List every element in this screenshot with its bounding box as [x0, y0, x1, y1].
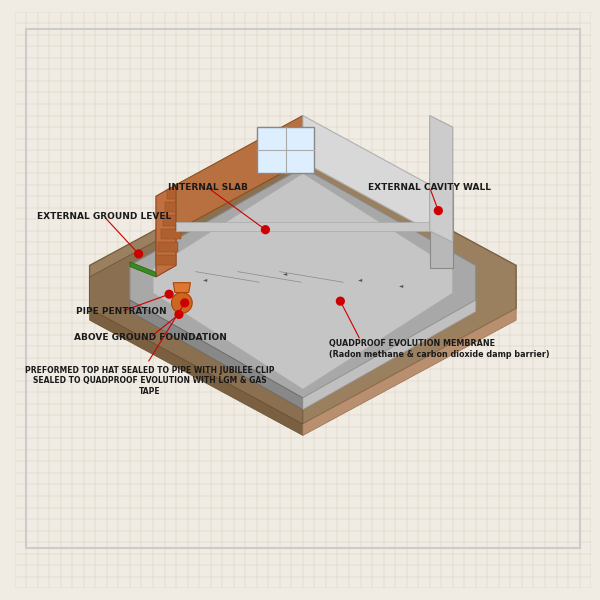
Polygon shape [89, 161, 303, 424]
Circle shape [134, 249, 143, 259]
Polygon shape [89, 150, 516, 424]
Polygon shape [156, 255, 176, 265]
Circle shape [172, 293, 192, 313]
Circle shape [180, 298, 190, 307]
Text: EXTERNAL GROUND LEVEL: EXTERNAL GROUND LEVEL [37, 212, 171, 221]
Polygon shape [158, 242, 178, 252]
Circle shape [336, 296, 345, 306]
Polygon shape [165, 202, 185, 212]
Polygon shape [89, 308, 303, 436]
Polygon shape [167, 189, 188, 199]
Polygon shape [430, 185, 453, 268]
FancyBboxPatch shape [257, 127, 314, 173]
Polygon shape [176, 222, 430, 231]
Polygon shape [156, 185, 176, 277]
Polygon shape [303, 300, 476, 410]
Text: ◄: ◄ [399, 283, 403, 288]
Polygon shape [173, 283, 190, 293]
Text: QUADPROOF EVOLUTION MEMBRANE
(Radon methane & carbon dioxide damp barrier): QUADPROOF EVOLUTION MEMBRANE (Radon meth… [329, 339, 550, 359]
Circle shape [261, 225, 270, 234]
Polygon shape [130, 262, 156, 277]
Polygon shape [176, 116, 303, 231]
Polygon shape [130, 167, 476, 398]
Polygon shape [303, 308, 516, 436]
Text: PIPE PENTRATION: PIPE PENTRATION [76, 307, 167, 316]
Polygon shape [163, 215, 183, 226]
Text: EXTERNAL CAVITY WALL: EXTERNAL CAVITY WALL [368, 183, 491, 192]
Text: INTERNAL SLAB: INTERNAL SLAB [168, 183, 248, 192]
Circle shape [175, 310, 184, 319]
Polygon shape [430, 116, 453, 242]
Text: PREFORMED TOP HAT SEALED TO PIPE WITH JUBILEE CLIP
SEALED TO QUADPROOF EVOLUTION: PREFORMED TOP HAT SEALED TO PIPE WITH JU… [25, 366, 275, 395]
Polygon shape [161, 229, 181, 239]
Text: ◄: ◄ [358, 277, 362, 283]
Circle shape [164, 290, 174, 299]
Text: ◄: ◄ [203, 277, 207, 283]
Text: ABOVE GROUND FOUNDATION: ABOVE GROUND FOUNDATION [74, 333, 227, 342]
Polygon shape [130, 300, 303, 410]
Circle shape [434, 206, 443, 215]
Polygon shape [153, 173, 453, 389]
Text: ◄: ◄ [283, 272, 288, 277]
Polygon shape [303, 116, 430, 231]
